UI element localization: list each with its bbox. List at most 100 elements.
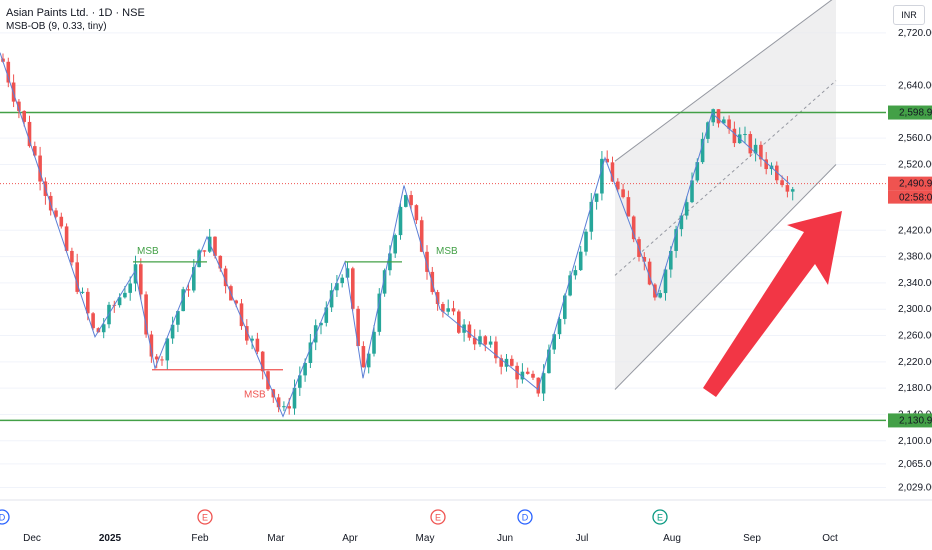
candle-body: [626, 197, 631, 217]
candle-body: [250, 338, 254, 341]
candle-body: [181, 289, 185, 312]
price-label-box: [888, 413, 932, 428]
event-marker-letter: D: [522, 513, 529, 523]
candle-body: [419, 220, 424, 252]
candle-body: [790, 189, 795, 192]
msb-annotations: MSB MSB MSB: [133, 246, 458, 400]
candle-body: [647, 261, 652, 285]
candle-body: [695, 162, 700, 181]
msb-label: MSB: [244, 389, 266, 400]
up-arrow-shape: [703, 211, 842, 397]
price-label-box: [888, 105, 932, 120]
candle-body: [764, 159, 768, 170]
event-marker-letter: E: [202, 513, 208, 523]
candle-body: [223, 268, 228, 287]
indicator-label: MSB-OB (9, 0.33, tiny): [6, 21, 107, 32]
candle-body: [393, 235, 397, 254]
candle-body: [605, 158, 609, 163]
candle-body: [117, 297, 122, 306]
candle-body: [308, 342, 313, 364]
candle-body: [716, 109, 721, 124]
candle-body: [382, 270, 387, 294]
candle-body: [727, 119, 731, 129]
y-tick-label: 2,520.00: [898, 159, 932, 170]
currency-button[interactable]: INR: [893, 5, 925, 25]
candle-body: [520, 371, 525, 380]
candle-body: [621, 189, 625, 198]
event-marker-letter: D: [0, 513, 6, 523]
countdown-label: 02:58:08: [899, 193, 932, 204]
candle-body: [600, 158, 604, 194]
candle-body: [658, 293, 662, 298]
candle-body: [213, 236, 217, 256]
candle-body: [54, 210, 58, 217]
event-marker-circle: [430, 509, 446, 525]
candle-body: [6, 61, 11, 83]
candle-body: [149, 334, 154, 357]
candle-body: [33, 146, 37, 156]
candle-body: [197, 250, 201, 268]
candle-body: [64, 226, 69, 251]
price-channel: [614, 0, 837, 390]
candle-body: [494, 341, 498, 359]
event-marker-letter: E: [657, 513, 663, 523]
candle-body: [525, 371, 530, 374]
candle-body: [409, 195, 413, 206]
channel-upper: [614, 0, 833, 162]
candle-body: [292, 387, 297, 409]
candle-body: [303, 363, 307, 376]
candle-body: [669, 250, 673, 270]
candle-body: [245, 326, 249, 341]
channel-lower: [614, 164, 837, 390]
candle-body: [75, 262, 79, 292]
candle-body: [260, 351, 265, 372]
x-tick-label: Aug: [663, 533, 681, 544]
event-marker-circle: [0, 509, 10, 525]
candle-body: [483, 336, 488, 345]
candle-body: [123, 292, 127, 298]
event-marker-circle: [517, 509, 533, 525]
candle-body: [679, 215, 684, 230]
candle-body: [748, 134, 753, 154]
candle-body: [441, 304, 445, 312]
candle-body: [165, 338, 170, 361]
candle-body: [700, 138, 705, 163]
y-tick-label: 2,340.00: [898, 278, 932, 289]
candle-body: [218, 255, 223, 269]
candle-body: [785, 185, 790, 192]
candle-body: [536, 377, 541, 394]
candle-body: [101, 324, 106, 333]
candle-body: [356, 308, 360, 347]
candle-body: [324, 307, 329, 323]
candle-body: [186, 289, 191, 291]
candle-body: [775, 165, 779, 181]
candle-body: [631, 216, 636, 240]
candle-body: [414, 205, 419, 221]
candle-body: [690, 180, 694, 203]
candle-body: [563, 295, 567, 319]
candle-body: [361, 346, 366, 368]
candle-body: [568, 275, 572, 296]
candle-body: [743, 134, 747, 136]
candle-body: [282, 406, 286, 408]
candle-body: [589, 201, 594, 232]
candle-body: [139, 264, 143, 295]
candle-body: [584, 231, 588, 252]
y-tick-label: 2,220.00: [898, 357, 932, 368]
candle-body: [59, 216, 64, 227]
candle-body: [91, 313, 95, 329]
x-tick-label: Mar: [267, 533, 285, 544]
msb-label: MSB: [137, 246, 159, 257]
candle-body: [722, 119, 726, 124]
zigzag-line: [0, 52, 791, 418]
channel-area: [615, 0, 836, 390]
candle-body: [732, 128, 737, 144]
msb-label: MSB: [436, 246, 458, 257]
candle-body: [298, 375, 302, 388]
candle-body: [616, 181, 620, 190]
candle-body: [38, 155, 42, 182]
candle-body: [17, 101, 21, 111]
y-tick-label: 2,260.00: [898, 331, 932, 342]
candle-body: [86, 291, 90, 314]
